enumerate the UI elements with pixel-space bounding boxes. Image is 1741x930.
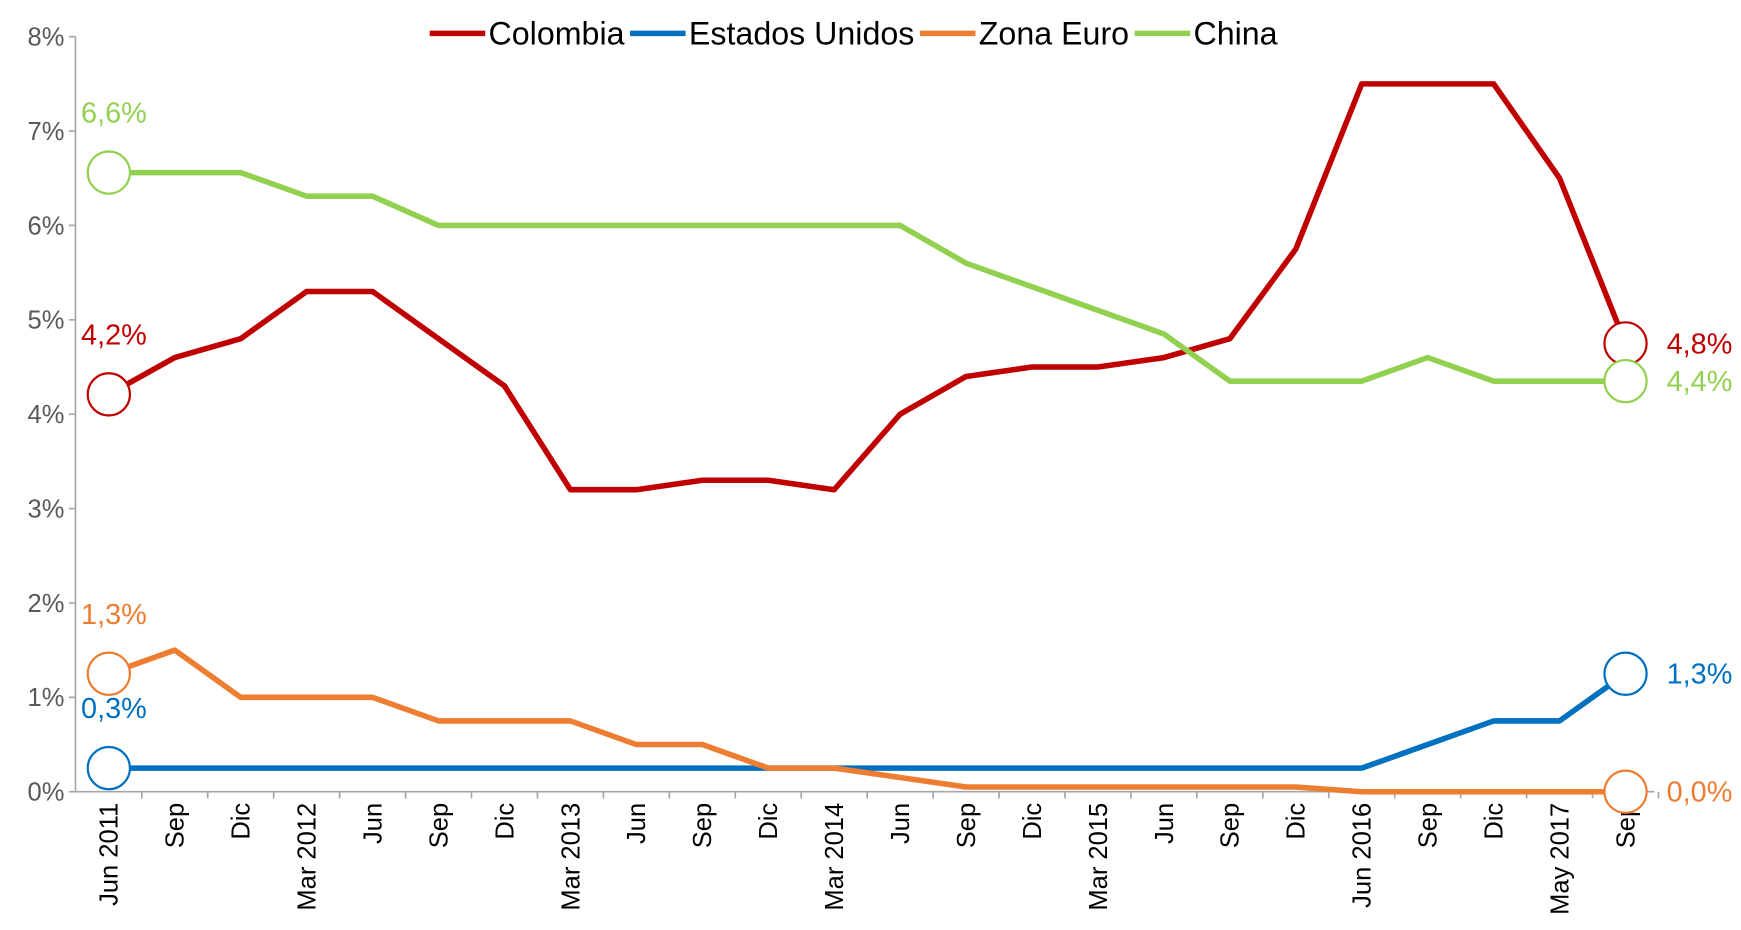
x-tick-label: Dic <box>491 803 519 840</box>
x-tick-label: Dic <box>1283 803 1311 840</box>
x-tick-label: Sep <box>162 803 190 848</box>
x-tick-label: Mar 2012 <box>294 803 322 911</box>
end-marker <box>86 150 132 195</box>
y-tick-label: 1% <box>28 684 65 712</box>
end-marker <box>86 651 132 696</box>
end-marker <box>1603 321 1648 366</box>
x-tick-label: Dic <box>228 803 256 840</box>
x-tick-label: Mar 2013 <box>557 803 585 911</box>
x-tick-label: Jun 2011 <box>96 803 124 906</box>
value-label: 4,4% <box>1667 366 1733 398</box>
x-tick-label: Sep <box>689 803 717 848</box>
end-marker <box>86 372 132 417</box>
x-tick-label: Jun <box>623 803 651 844</box>
y-tick-label: 3% <box>28 495 65 523</box>
x-tick-label: Mar 2014 <box>821 803 849 911</box>
series-line <box>108 169 1626 384</box>
x-tick-label: Sep <box>1415 803 1443 848</box>
x-tick-label: Jun 2016 <box>1349 803 1377 908</box>
series-line <box>108 671 1628 771</box>
value-label: 4,2% <box>81 319 147 351</box>
x-tick-label: Dic <box>755 803 783 840</box>
value-label: 0,0% <box>1667 777 1733 809</box>
end-marker <box>1603 651 1648 696</box>
series-line <box>107 647 1626 795</box>
x-tick-label: Sep <box>425 803 453 848</box>
x-tick-label: Jun <box>887 803 915 844</box>
value-label: 1,3% <box>1667 659 1733 691</box>
x-tick-label: Sep <box>953 803 981 848</box>
y-tick-label: 8% <box>28 24 65 52</box>
legend-label: Zona Euro <box>979 15 1129 51</box>
value-label: 1,3% <box>81 599 147 631</box>
y-tick-label: 4% <box>28 401 65 429</box>
y-tick-label: 0% <box>28 779 65 807</box>
x-tick-label: Sep <box>1217 803 1245 848</box>
x-tick-label: Jun <box>1151 803 1179 844</box>
x-tick-label: Mar 2015 <box>1085 803 1113 911</box>
x-tick-label: Dic <box>1481 803 1509 840</box>
x-tick-label: May 2017 <box>1546 803 1574 915</box>
y-tick-label: 5% <box>28 307 65 335</box>
y-tick-label: 7% <box>28 118 65 146</box>
value-label: 6,6% <box>81 98 147 130</box>
value-label: 0,3% <box>81 693 147 725</box>
legend-label: China <box>1193 15 1277 51</box>
value-label: 4,8% <box>1667 328 1733 360</box>
y-tick-label: 2% <box>28 590 65 618</box>
series-line <box>107 81 1629 493</box>
y-tick-label: 6% <box>28 212 65 240</box>
x-tick-label: Jun <box>359 803 387 844</box>
legend-label: Estados Unidos <box>689 15 914 51</box>
end-marker <box>1603 769 1648 814</box>
end-marker <box>1603 358 1648 404</box>
legend-label: Colombia <box>489 15 625 51</box>
x-tick-label: Dic <box>1019 803 1047 840</box>
end-marker <box>86 745 132 791</box>
